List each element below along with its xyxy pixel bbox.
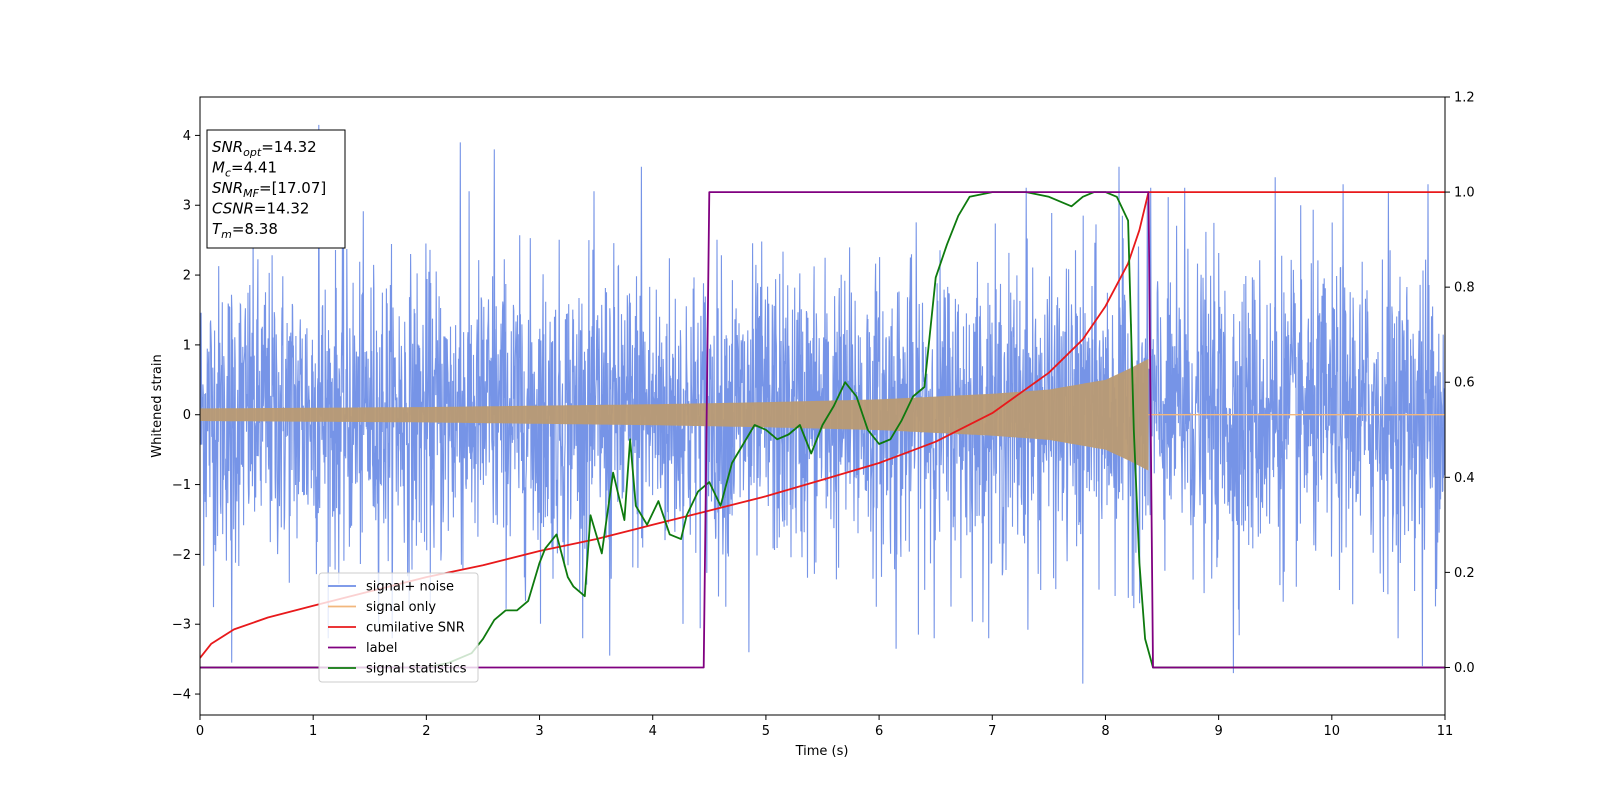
x-tick-label: 2	[422, 724, 430, 739]
legend-label: signal only	[366, 600, 436, 615]
y-axis-left: −4 −3 −2 −1 0 1 2 3 4	[172, 129, 200, 703]
signal-only-envelope	[200, 358, 1149, 471]
series-cumilative-snr	[200, 191, 1445, 659]
x-tick-label: 5	[762, 724, 770, 739]
y-axis-right: 0.0 0.2 0.4 0.6 0.8 1.0 1.2	[1445, 91, 1475, 676]
x-axis-label: Time (s)	[795, 744, 849, 759]
y2-tick-label: 1.0	[1454, 186, 1475, 201]
x-tick-label: 10	[1324, 724, 1341, 739]
y-tick-label: −3	[172, 618, 191, 633]
y-tick-label: 2	[183, 269, 191, 284]
y2-tick-label: 0.4	[1454, 471, 1475, 486]
x-tick-label: 7	[988, 724, 996, 739]
info-box: SNRopt=14.32Mc=4.41SNRMF=[17.07]CSNR=14.…	[206, 129, 346, 249]
info-line: Tm=8.38	[212, 220, 278, 241]
y2-tick-label: 0.2	[1454, 566, 1475, 581]
x-tick-label: 9	[1214, 724, 1222, 739]
y-tick-label: 0	[183, 408, 191, 423]
info-line: Mc=4.41	[212, 159, 277, 180]
y2-tick-label: 0.0	[1454, 661, 1475, 676]
y2-tick-label: 0.8	[1454, 281, 1475, 296]
x-tick-label: 11	[1437, 724, 1454, 739]
y2-tick-label: 1.2	[1454, 91, 1475, 106]
x-tick-label: 3	[535, 724, 543, 739]
y-tick-label: −2	[172, 548, 191, 563]
legend-label: signal statistics	[366, 662, 467, 677]
info-line: CSNR=14.32	[212, 200, 309, 218]
y-axis-label: Whitened strain	[150, 354, 165, 457]
y-tick-label: −1	[172, 478, 191, 493]
x-tick-label: 6	[875, 724, 883, 739]
x-tick-label: 8	[1101, 724, 1109, 739]
series-signal-only	[200, 358, 1445, 471]
series-signal-statistics	[200, 191, 1445, 669]
legend-label: cumilative SNR	[366, 621, 465, 636]
legend: signal+ noise signal only cumilative SNR la…	[318, 572, 479, 683]
x-tick-label: 4	[649, 724, 657, 739]
legend-label: signal+ noise	[366, 580, 454, 595]
x-tick-label: 0	[196, 724, 204, 739]
y-tick-label: 1	[183, 338, 191, 353]
info-line: SNRopt=14.32	[212, 138, 317, 159]
y-tick-label: 3	[183, 199, 191, 214]
x-tick-label: 1	[309, 724, 317, 739]
legend-label: label	[366, 641, 397, 656]
y-tick-label: −4	[172, 688, 191, 703]
plot-frame	[199, 96, 1446, 716]
y-tick-label: 4	[183, 129, 191, 144]
y2-tick-label: 0.6	[1454, 376, 1475, 391]
x-axis: 0 1 2 3 4 5 6 7 8 9 10 11	[196, 715, 1453, 739]
series-label	[200, 191, 1445, 669]
info-line: SNRMF=[17.07]	[212, 179, 326, 200]
